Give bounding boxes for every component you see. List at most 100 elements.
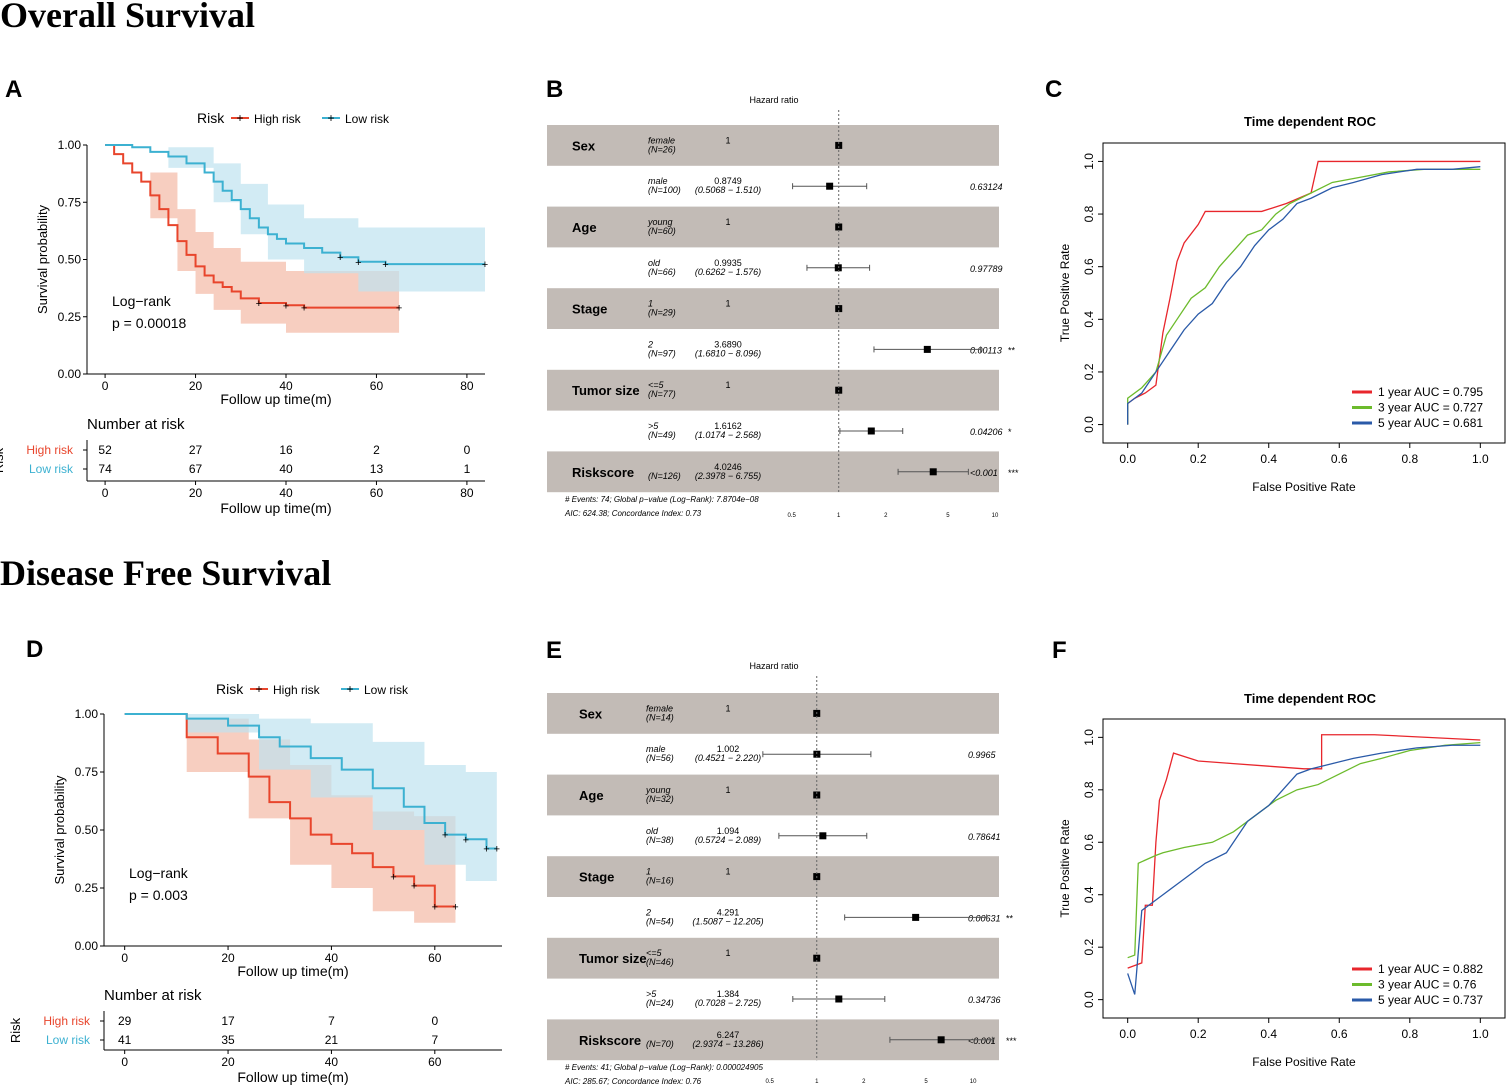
forest-pvalue: 0.78641 bbox=[968, 832, 1001, 842]
forest-hr: 4.291 bbox=[717, 907, 740, 917]
y-tick-label: 0.25 bbox=[58, 310, 82, 324]
forest-footnote-aic: AIC: 285.67; Concordance Index: 0.76 bbox=[564, 1077, 702, 1085]
forest-level: >5 bbox=[646, 989, 657, 999]
forest-level: >5 bbox=[648, 421, 659, 431]
forest-n: (N=66) bbox=[648, 267, 676, 277]
forest-level: young bbox=[645, 785, 671, 795]
forest-hr: 1.6162 bbox=[714, 421, 742, 431]
censor-mark: + bbox=[411, 881, 417, 893]
forest-title: Hazard ratio bbox=[749, 661, 798, 671]
y-tick-label: 0.50 bbox=[58, 253, 82, 267]
censor-mark: + bbox=[256, 298, 262, 310]
forest-n: (N=46) bbox=[646, 957, 674, 967]
forest-row-band bbox=[547, 693, 999, 734]
x-axis-title: Follow up time(m) bbox=[220, 391, 331, 407]
forest-pvalue: 0.34736 bbox=[968, 995, 1001, 1005]
risk-table-title: Number at risk bbox=[104, 987, 202, 1004]
forest-ci: (0.5724 − 2.089) bbox=[695, 835, 761, 845]
risk-count: 67 bbox=[189, 462, 203, 476]
forest-ci: (1.0174 − 2.568) bbox=[695, 430, 761, 440]
y-tick-label: 1.00 bbox=[75, 707, 99, 721]
forest-level: female bbox=[648, 135, 675, 145]
forest-row-band bbox=[547, 774, 999, 816]
roc-x-tick-label: 0.4 bbox=[1260, 1027, 1277, 1041]
hr-point bbox=[929, 468, 937, 476]
risk-count: 13 bbox=[370, 462, 384, 476]
hr-point bbox=[867, 427, 875, 435]
x-tick-label: 0 bbox=[121, 951, 128, 965]
censor-mark: + bbox=[283, 300, 289, 312]
y-axis-title: Survival probability bbox=[52, 775, 67, 885]
forest-level: female bbox=[646, 703, 673, 713]
panel-label: F bbox=[1052, 637, 1067, 664]
y-tick-label: 0.75 bbox=[75, 765, 99, 779]
forest-ci: (0.6262 − 1.576) bbox=[695, 267, 761, 277]
forest-n: (N=29) bbox=[648, 308, 676, 318]
forest-level: male bbox=[646, 744, 666, 754]
legend-swatch-marker: + bbox=[255, 682, 262, 696]
risk-count: 21 bbox=[325, 1033, 339, 1047]
roc-y-tick-label: 0.4 bbox=[1082, 311, 1096, 328]
forest-n: (N=54) bbox=[646, 916, 674, 926]
forest-hr: 1 bbox=[725, 785, 730, 795]
forest-level: 2 bbox=[645, 907, 651, 917]
risk-x-tick-label: 0 bbox=[121, 1055, 128, 1069]
roc-x-tick-label: 0.4 bbox=[1260, 452, 1277, 466]
y-tick-label: 0.00 bbox=[58, 367, 82, 381]
forest-row-band bbox=[547, 125, 999, 166]
forest-n: (N=24) bbox=[646, 998, 674, 1008]
hr-point bbox=[923, 345, 931, 353]
forest-x-tick-label: 0.5 bbox=[766, 1079, 775, 1085]
panel-label: A bbox=[5, 76, 22, 103]
forest-significance: *** bbox=[1008, 468, 1019, 478]
logrank-pvalue: p = 0.00018 bbox=[112, 315, 187, 331]
risk-table-label: Risk bbox=[0, 447, 6, 473]
forest-title: Hazard ratio bbox=[749, 95, 798, 105]
roc-legend-entry: 5 year AUC = 0.737 bbox=[1378, 993, 1483, 1007]
risk-count: 52 bbox=[98, 443, 112, 457]
forest-n: (N=32) bbox=[646, 794, 674, 804]
logrank-label: Log−rank bbox=[112, 293, 172, 309]
forest-footnote-events: # Events: 74; Global p−value (Log−Rank):… bbox=[565, 495, 759, 504]
forest-x-tick-label: 1 bbox=[815, 1079, 819, 1085]
censor-mark: + bbox=[483, 844, 489, 856]
forest-variable: Stage bbox=[579, 870, 614, 885]
forest-pvalue: 0.00631 bbox=[968, 913, 1001, 923]
forest-x-tick-label: 10 bbox=[992, 513, 999, 519]
roc-x-tick-label: 0.2 bbox=[1190, 452, 1207, 466]
risk-x-tick-label: 20 bbox=[221, 1055, 235, 1069]
panel-d-km-plot: D Risk + High risk + Low risk + + + + + + + +0 20 40 60 0… bbox=[8, 636, 502, 1085]
forest-hr: 1 bbox=[725, 948, 730, 958]
panel-b-forest-plot: B Hazard ratio Sex female(N=26) 1 male(N=100)… bbox=[546, 76, 1019, 519]
forest-ci: (0.4521 − 2.220) bbox=[695, 753, 761, 763]
roc-curve-2 bbox=[1127, 741, 1481, 959]
forest-level: young bbox=[647, 217, 673, 227]
risk-x-tick-label: 80 bbox=[460, 486, 474, 500]
legend-entry: Low risk bbox=[345, 112, 390, 126]
risk-count: 74 bbox=[98, 462, 112, 476]
roc-y-tick-label: 0.0 bbox=[1082, 991, 1096, 1008]
forest-hr: 0.9935 bbox=[714, 258, 742, 268]
roc-curve-3 bbox=[1127, 166, 1481, 425]
risk-count: 40 bbox=[279, 462, 293, 476]
roc-y-tick-label: 0.6 bbox=[1082, 834, 1096, 851]
forest-n: (N=38) bbox=[646, 835, 674, 845]
roc-curve-3 bbox=[1127, 744, 1481, 995]
forest-significance: ** bbox=[1008, 345, 1016, 355]
roc-curve-1 bbox=[1127, 734, 1481, 969]
censor-mark: + bbox=[355, 257, 361, 269]
survival-curve-high-risk bbox=[124, 713, 456, 908]
x-tick-label: 0 bbox=[102, 379, 109, 393]
roc-legend-entry: 5 year AUC = 0.681 bbox=[1378, 416, 1483, 430]
legend-swatch-marker: + bbox=[236, 111, 243, 125]
forest-hr: 1 bbox=[725, 135, 730, 145]
roc-plot-frame bbox=[1102, 718, 1506, 1019]
forest-ci: (1.5087 − 12.205) bbox=[692, 916, 763, 926]
forest-hr: 1.094 bbox=[717, 826, 740, 836]
forest-significance: *** bbox=[1006, 1036, 1017, 1046]
risk-count: 41 bbox=[118, 1033, 132, 1047]
risk-count: 7 bbox=[431, 1033, 438, 1047]
forest-pvalue: <0.001 bbox=[968, 1036, 996, 1046]
